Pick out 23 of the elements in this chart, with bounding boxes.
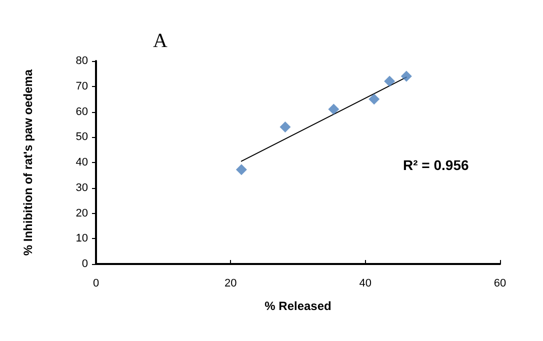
chart-title: A xyxy=(153,30,168,52)
y-tick-label: 60 xyxy=(76,106,88,118)
y-tick-label: 20 xyxy=(76,207,88,220)
point xyxy=(280,121,291,132)
point xyxy=(368,94,380,105)
point xyxy=(328,104,340,115)
y-tick-label: 40 xyxy=(76,156,88,168)
point xyxy=(236,164,247,176)
x-tick-label: 20 xyxy=(224,278,237,290)
y-tick-label: 70 xyxy=(76,80,88,92)
annotation: R² = 0.956 xyxy=(403,157,469,173)
point xyxy=(384,76,396,87)
point xyxy=(400,70,412,82)
x-tick-label: 60 xyxy=(494,278,506,290)
y-tick-label: 30 xyxy=(76,182,88,194)
x-tick-label: 40 xyxy=(359,278,372,290)
y-tick-label: 80 xyxy=(76,55,88,67)
y-tick-label: 10 xyxy=(76,232,88,245)
y-tick-label: 50 xyxy=(76,131,88,144)
y-tick-label: 0 xyxy=(82,258,88,270)
x-axis-title: % Released xyxy=(264,299,332,313)
x-tick-label: 0 xyxy=(92,278,100,290)
y-axis-title: % Inhibition of rat's paw oedema xyxy=(21,69,35,256)
